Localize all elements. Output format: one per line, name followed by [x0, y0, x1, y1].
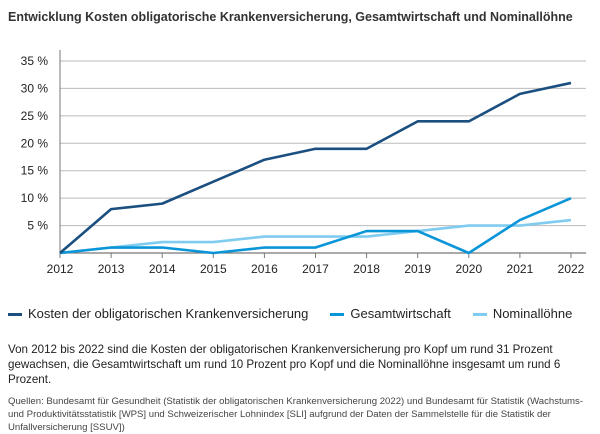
x-tick-label: 2021: [507, 262, 534, 276]
x-tick-label: 2014: [149, 262, 176, 276]
y-tick-label: 35 %: [21, 54, 49, 68]
legend-item-gesamtwirtschaft: Gesamtwirtschaft: [330, 306, 451, 322]
legend-swatch: [330, 312, 345, 316]
summary-note: Von 2012 bis 2022 sind die Kosten der ob…: [8, 343, 561, 386]
x-tick-label: 2022: [558, 262, 585, 276]
x-tick-label: 2018: [353, 262, 380, 276]
legend: Kosten der obligatorischen Krankenversic…: [8, 306, 596, 322]
x-tick-label: 2017: [302, 262, 329, 276]
chart-title: Entwicklung Kosten obligatorische Kranke…: [8, 10, 573, 24]
x-tick-label: 2015: [200, 262, 227, 276]
line-chart: 5 % 10 % 15 % 20 % 25 % 30 % 35 % 2012 2013 2014 2…: [21, 50, 586, 276]
chart-footer: Kosten der obligatorischen Krankenversic…: [8, 306, 596, 434]
legend-item-kv: Kosten der obligatorischen Krankenversic…: [8, 306, 308, 322]
series-line-0: [59, 81, 572, 254]
legend-item-nominalloehne: Nominallöhne: [472, 306, 573, 322]
x-tick-label: 2012: [47, 262, 74, 276]
legend-swatch: [8, 312, 22, 316]
legend-label: Nominallöhne: [492, 306, 573, 321]
y-tick-label: 15 %: [21, 164, 49, 178]
x-tick-label: 2019: [404, 262, 431, 276]
legend-swatch: [472, 312, 487, 316]
x-tick-label: 2020: [455, 262, 482, 276]
y-tick-label: 5 %: [27, 219, 48, 233]
y-tick-label: 10 %: [21, 191, 49, 205]
y-tick-label: 30 %: [21, 81, 49, 95]
source-note: Quellen: Bundesamt für Gesundheit (Stati…: [8, 396, 584, 433]
x-tick-label: 2013: [98, 262, 125, 276]
legend-label: Kosten der obligatorischen Krankenversic…: [28, 306, 309, 321]
x-tick-label: 2016: [251, 262, 278, 276]
y-tick-label: 25 %: [21, 109, 49, 123]
legend-label: Gesamtwirtschaft: [350, 306, 451, 321]
y-tick-label: 20 %: [21, 136, 49, 150]
series-line-1: [59, 196, 572, 255]
series-line-2: [59, 218, 572, 255]
